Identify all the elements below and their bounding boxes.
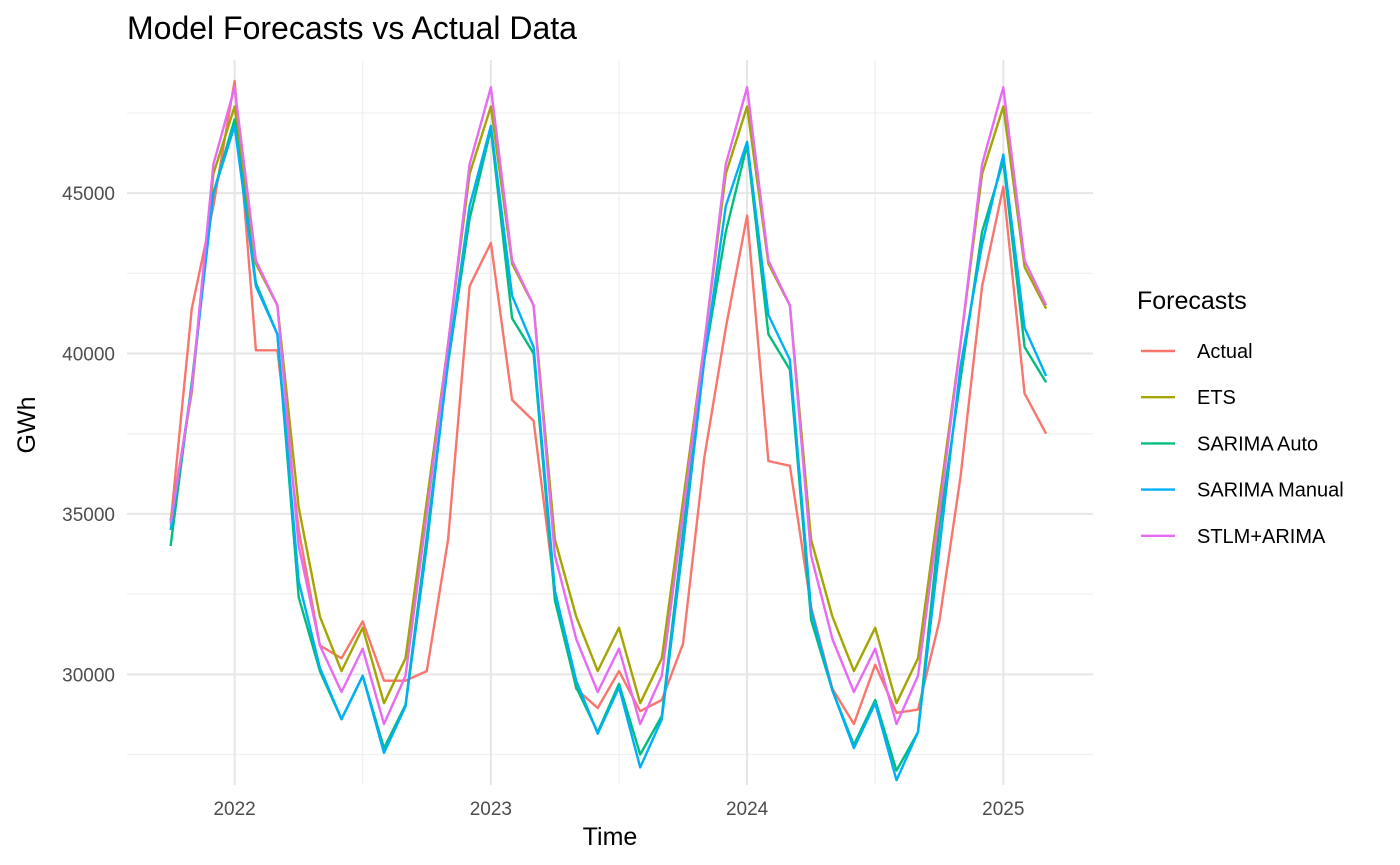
x-axis-title: Time [583, 823, 638, 851]
x-tick-label: 2024 [726, 799, 769, 820]
legend-item-actual: Actual [1141, 341, 1253, 363]
x-tick-label: 2022 [213, 799, 255, 820]
legend: Forecasts Actual ETS SARIMA Auto SARIMA Man… [1137, 287, 1344, 548]
x-axis-ticks: 2022 2023 2024 2025 [213, 799, 1024, 820]
legend-label-actual: Actual [1197, 341, 1253, 363]
legend-label-ets: ETS [1197, 387, 1236, 409]
series-line-actual [169, 79, 1048, 726]
x-tick-label: 2025 [982, 799, 1024, 820]
series-lines [169, 79, 1048, 782]
y-tick-label: 30000 [62, 665, 115, 686]
legend-items: Actual ETS SARIMA Auto SARIMA Manual STLM+AR… [1141, 341, 1344, 548]
legend-title: Forecasts [1137, 287, 1247, 315]
legend-label-stlm-arima: STLM+ARIMA [1197, 526, 1326, 548]
legend-label-sarima-manual: SARIMA Manual [1197, 480, 1344, 502]
legend-item-sarima-manual: SARIMA Manual [1141, 480, 1344, 502]
y-axis-ticks: 30000 35000 40000 45000 [62, 184, 115, 686]
series-line-sarima-manual [169, 124, 1048, 782]
y-tick-label: 45000 [62, 184, 115, 205]
chart-title: Model Forecasts vs Actual Data [127, 10, 577, 46]
y-axis-title: GWh [13, 397, 41, 454]
series-line-stlm-arima [169, 86, 1048, 726]
legend-label-sarima-auto: SARIMA Auto [1197, 433, 1318, 455]
legend-item-stlm-arima: STLM+ARIMA [1141, 526, 1326, 548]
y-tick-label: 35000 [62, 505, 115, 526]
legend-item-ets: ETS [1141, 387, 1236, 409]
legend-item-sarima-auto: SARIMA Auto [1141, 433, 1318, 455]
plot-grid [127, 60, 1093, 785]
x-tick-label: 2023 [470, 799, 512, 820]
series-line-ets [169, 105, 1048, 705]
y-tick-label: 40000 [62, 345, 115, 366]
